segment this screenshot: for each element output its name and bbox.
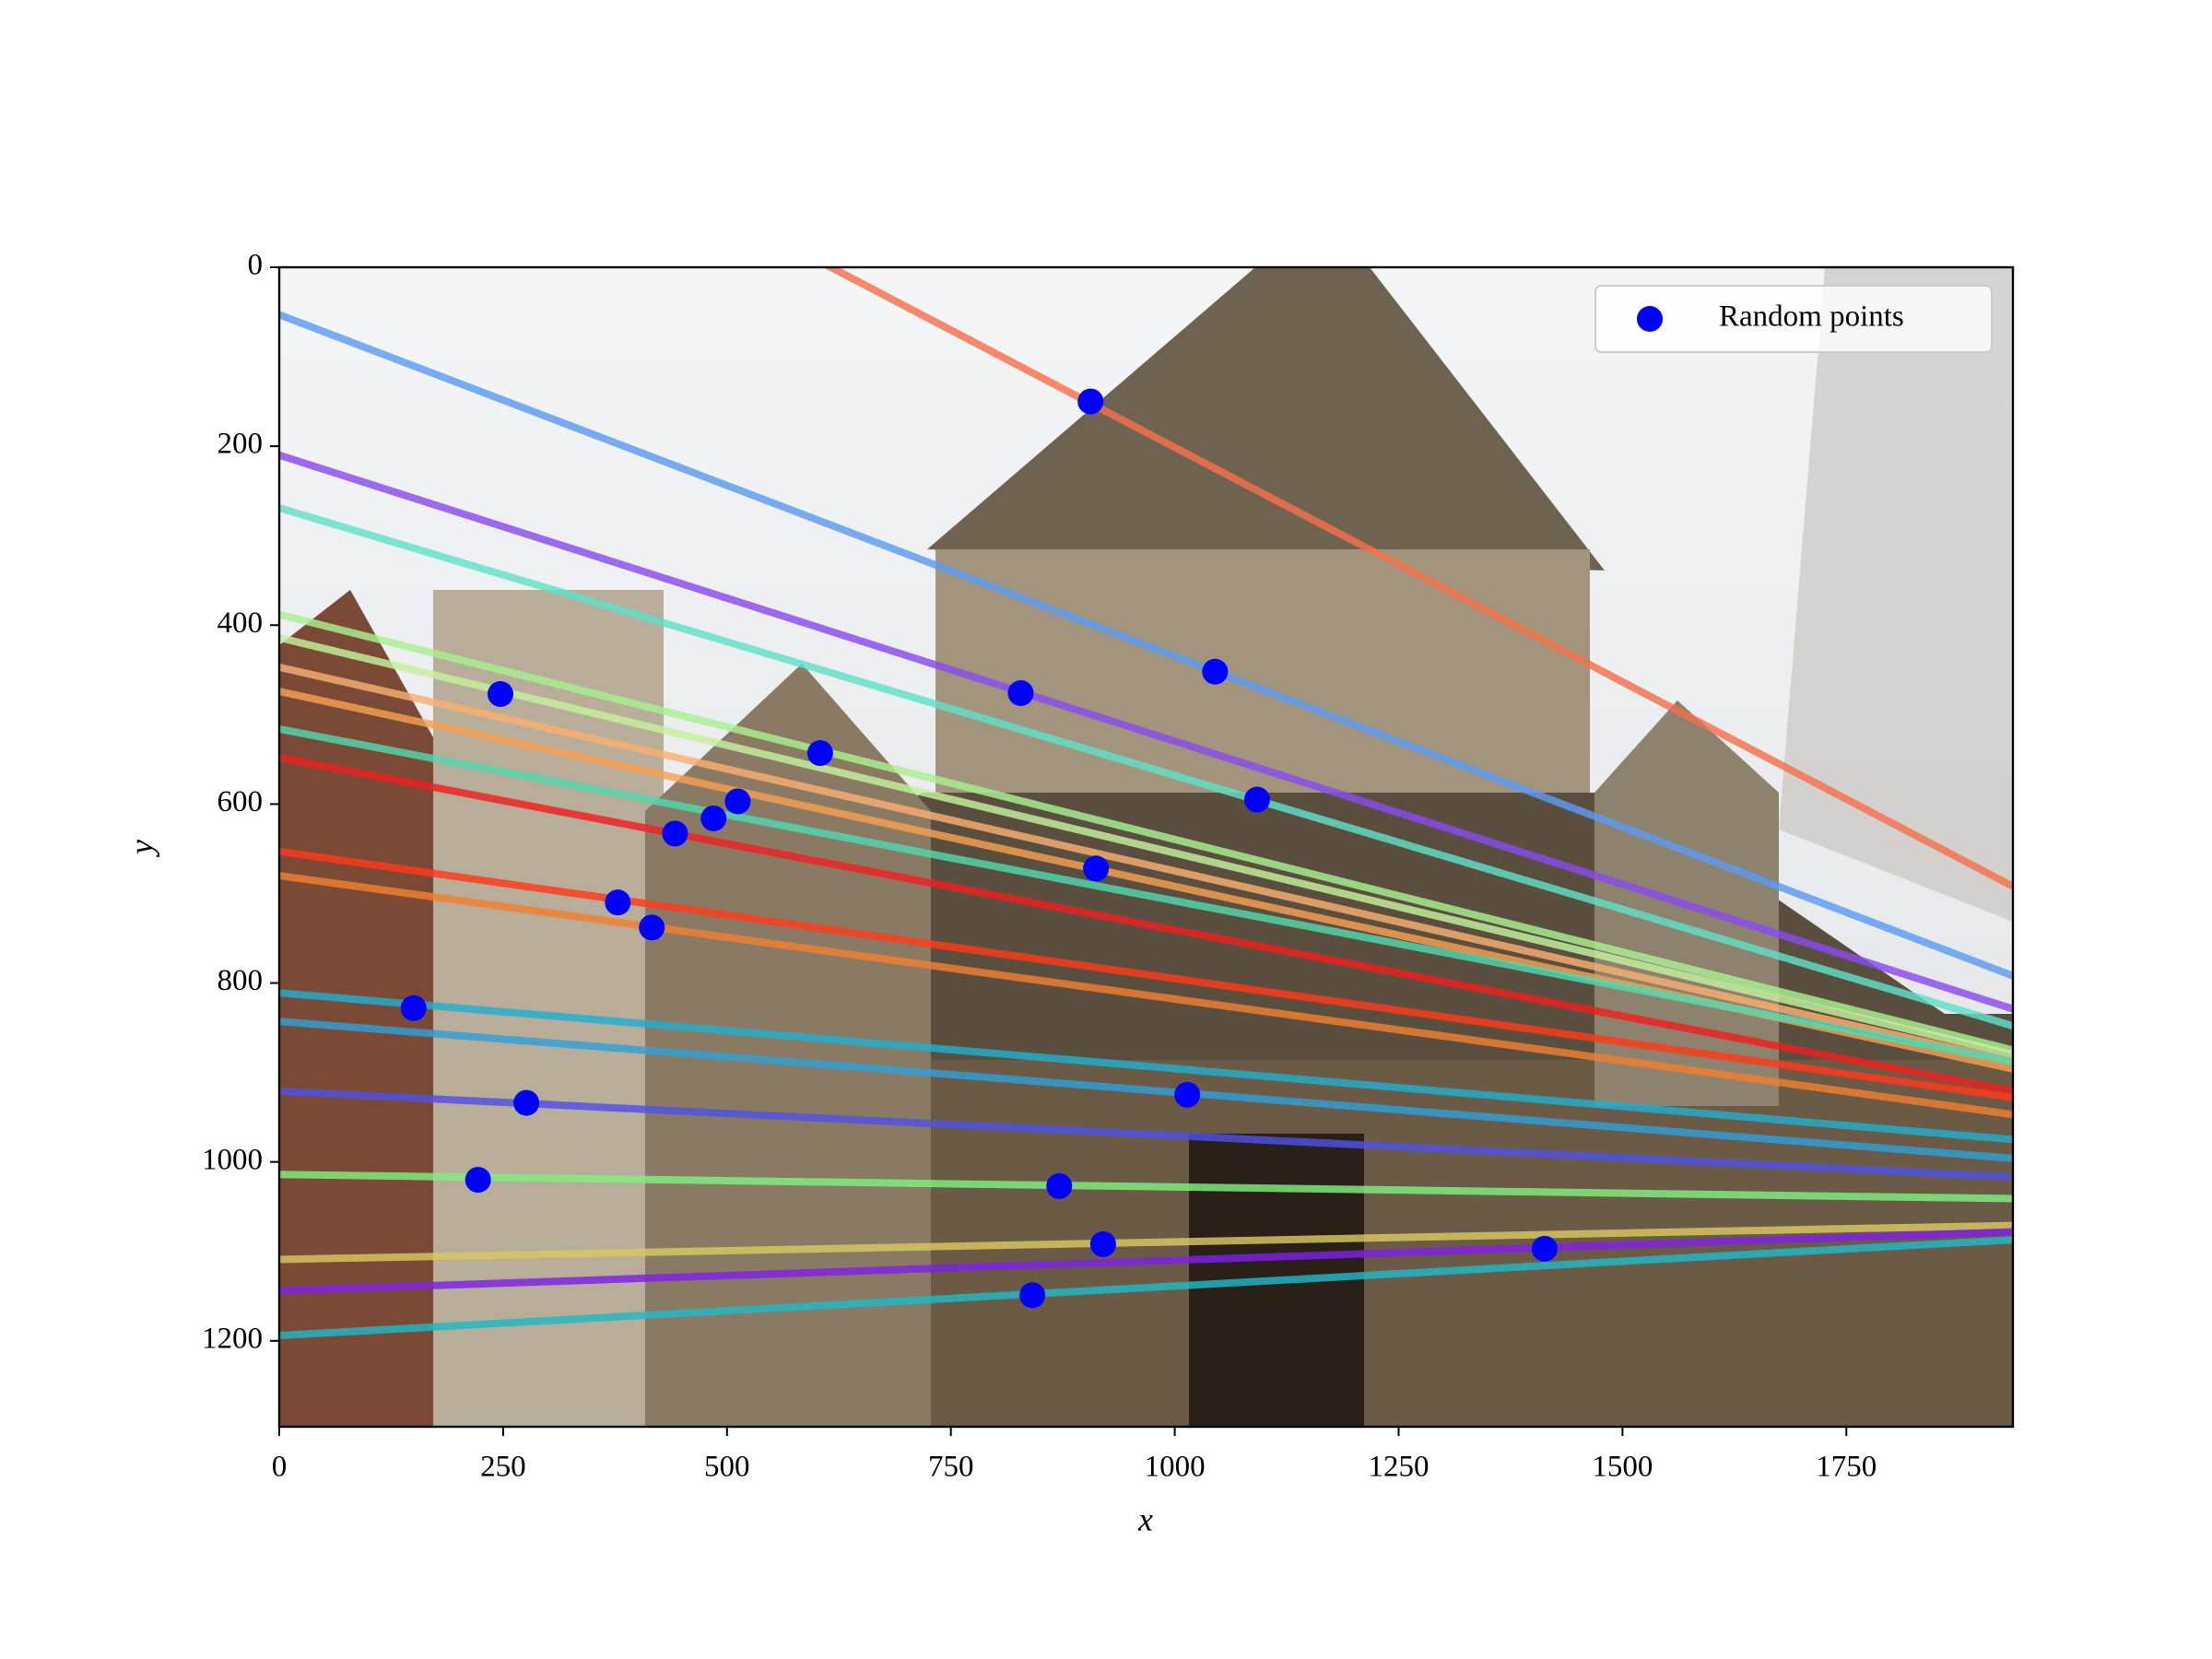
x-tick-label: 750 (928, 1451, 974, 1484)
point (1202, 658, 1229, 685)
point (1077, 388, 1104, 415)
point (1174, 1081, 1201, 1108)
epipolar-line (279, 1088, 2013, 1182)
y-tick-label: 1000 (202, 1143, 263, 1176)
epipolar-line (279, 452, 2013, 1013)
x-tick-label: 0 (272, 1451, 288, 1484)
x-tick-label: 1500 (1592, 1451, 1653, 1484)
y-axis-label: y (123, 840, 159, 857)
epipolar-line (279, 1236, 2013, 1339)
point (1007, 680, 1034, 707)
epipolar-line (279, 1171, 2013, 1203)
point (400, 994, 427, 1021)
point (700, 805, 727, 831)
epipolar-line (279, 610, 2013, 1054)
epipolar-line (279, 504, 2013, 1030)
y-tick-label: 400 (218, 606, 264, 640)
epipolar-line (279, 663, 2013, 1065)
point (1089, 1230, 1116, 1257)
point (1531, 1235, 1558, 1262)
y-tick-label: 0 (248, 249, 264, 282)
point (639, 914, 665, 941)
epipolar-line (279, 311, 2013, 980)
x-tick-label: 1250 (1368, 1451, 1429, 1484)
x-tick-label: 1000 (1145, 1451, 1206, 1484)
point (1083, 855, 1110, 882)
point (465, 1167, 491, 1194)
point (1243, 786, 1270, 813)
point (513, 1089, 540, 1116)
x-axis-label: x (1137, 1500, 1153, 1537)
x-tick-label: 1750 (1816, 1451, 1877, 1484)
point (605, 889, 631, 916)
x-tick-label: 500 (704, 1451, 750, 1484)
y-tick-label: 600 (218, 785, 264, 818)
epipolar-line (279, 633, 2013, 1059)
epipolar-line (279, 989, 2013, 1144)
x-tick-label: 250 (480, 1451, 526, 1484)
point (1019, 1282, 1046, 1309)
legend-label: Random points (1719, 300, 1904, 334)
plot-area (279, 267, 2013, 1339)
y-tick-label: 200 (218, 428, 264, 461)
legend: Random points (1594, 285, 1993, 353)
legend-box (1594, 285, 1993, 353)
point (662, 820, 688, 847)
epipolar-line (279, 754, 2013, 1095)
point (487, 681, 513, 708)
point (724, 788, 751, 815)
epipolar-line (279, 1221, 2013, 1264)
point (806, 740, 833, 767)
epipolar-line (279, 1228, 2013, 1295)
epipolar-line (279, 724, 2013, 1065)
y-tick-label: 800 (218, 964, 264, 997)
epipolar-line (279, 847, 2013, 1101)
epipolar-line (279, 1018, 2013, 1162)
point (1046, 1172, 1073, 1199)
epipolar-line (822, 267, 2013, 890)
legend-marker (1637, 306, 1663, 332)
axes-frame (277, 265, 2015, 1429)
y-tick-label: 1200 (202, 1322, 263, 1355)
epipolar-line (279, 872, 2013, 1119)
